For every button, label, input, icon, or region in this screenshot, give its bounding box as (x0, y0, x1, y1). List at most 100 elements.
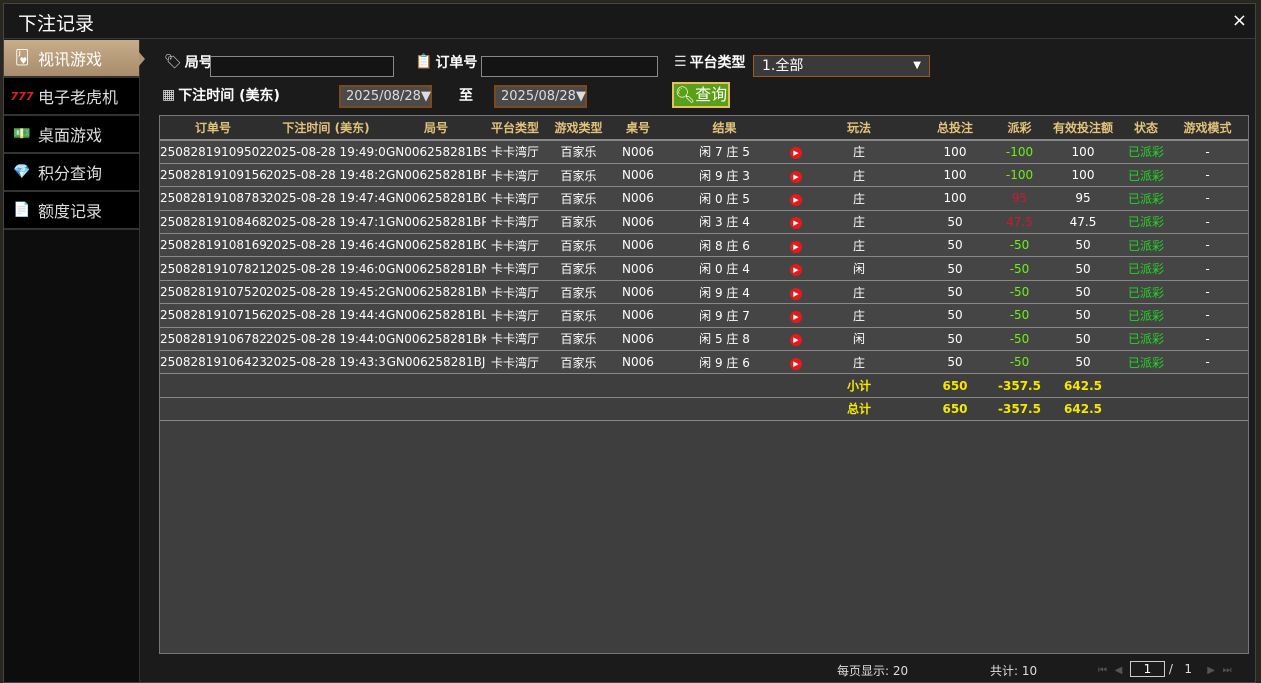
play-video-cell[interactable]: ▶ (786, 163, 806, 188)
play-icon[interactable]: ▶ (790, 357, 802, 370)
play-icon[interactable]: ▶ (790, 334, 802, 347)
column-header: 下注时间 (美东) (266, 116, 386, 141)
play-video-cell[interactable]: ▶ (786, 256, 806, 281)
page-input[interactable]: 1 (1129, 661, 1165, 677)
date-to-picker[interactable]: 2025/08/28▼ (494, 85, 587, 108)
table-cell: 闲 0 庄 5 (663, 186, 786, 211)
table-row[interactable]: 250828191087834 2025-08-28 19:47:49 GN0062… (160, 186, 1248, 211)
table-row[interactable]: 250828191081692 2025-08-28 19:46:41 GN0062… (160, 233, 1248, 258)
table-row[interactable]: 250828191071567 2025-08-28 19:44:48 GN0062… (160, 303, 1248, 328)
date-from-picker[interactable]: 2025/08/28▼ (339, 85, 432, 108)
table-cell: 闲 9 庄 6 (663, 350, 786, 375)
sidebar-item-label: 积分查询 (38, 164, 103, 183)
table-cell: 50 (912, 350, 998, 375)
play-video-cell[interactable]: ▶ (786, 280, 806, 305)
table-cell: GN006258281BK (386, 327, 486, 352)
sidebar-item-label: 电子老虎机 (38, 88, 119, 107)
empty-cell (613, 373, 663, 398)
table-row[interactable]: 250828191078217 2025-08-28 19:46:02 GN0062… (160, 256, 1248, 281)
platform-label: ☰ 平台类型 (674, 52, 746, 72)
table-row[interactable]: 250828191075209 2025-08-28 19:45:27 GN0062… (160, 280, 1248, 305)
table-cell: 百家乐 (544, 280, 613, 305)
column-header: 订单号 (160, 116, 266, 141)
table-cell: 卡卡湾厅 (486, 210, 544, 235)
empty-cell (663, 397, 786, 422)
play-icon[interactable]: ▶ (790, 240, 802, 253)
sidebar-item-2[interactable]: 💵 桌面游戏 (4, 116, 139, 154)
order-input[interactable] (481, 56, 658, 77)
column-header: 游戏类型 (544, 116, 613, 141)
table-cell: 闲 9 庄 7 (663, 303, 786, 328)
table-cell: 250828191064231 (160, 350, 266, 375)
table-cell: 已派彩 (1125, 163, 1167, 188)
table-row[interactable]: 250828191064231 2025-08-28 19:43:30 GN0062… (160, 350, 1248, 375)
empty-cell (386, 373, 486, 398)
play-video-cell[interactable]: ▶ (786, 210, 806, 235)
prev-page-icon[interactable]: ◀ (1114, 665, 1123, 676)
column-header (786, 116, 806, 141)
tag-icon: 🏷 (164, 54, 182, 70)
play-video-cell[interactable]: ▶ (786, 186, 806, 211)
round-input[interactable] (210, 56, 394, 77)
close-icon[interactable]: × (1231, 10, 1247, 31)
table-cell: 闲 (806, 256, 912, 281)
table-cell: GN006258281BN (386, 256, 486, 281)
table-cell: 卡卡湾厅 (486, 280, 544, 305)
table-cell: N006 (613, 233, 663, 258)
sidebar-item-0[interactable]: 🂻 视讯游戏 (4, 40, 145, 78)
table-cell: 100 (912, 140, 998, 164)
table-cell: 卡卡湾厅 (486, 350, 544, 375)
play-icon[interactable]: ▶ (790, 310, 802, 323)
play-video-cell[interactable]: ▶ (786, 140, 806, 164)
table-cell: 50 (912, 210, 998, 235)
table-cell: 50 (912, 280, 998, 305)
table-row[interactable]: 250828191084688 2025-08-28 19:47:14 GN0062… (160, 210, 1248, 235)
table-cell: 百家乐 (544, 327, 613, 352)
table-row[interactable]: 250828191067825 2025-08-28 19:44:09 GN0062… (160, 327, 1248, 352)
table-header: 订单号 下注时间 (美东) 局号 平台类型 游戏类型 桌号 结果 玩法 总投注 派彩 有效投注额 状态… (160, 116, 1248, 141)
column-header: 派彩 (998, 116, 1041, 141)
calendar-icon: ▦ (162, 87, 176, 103)
play-video-cell[interactable]: ▶ (786, 350, 806, 375)
sidebar-item-3[interactable]: 💎 积分查询 (4, 154, 139, 192)
table-cell: 庄 (806, 350, 912, 375)
table-cell: 闲 3 庄 4 (663, 210, 786, 235)
table-row[interactable]: 250828191091565 2025-08-28 19:48:26 GN0062… (160, 163, 1248, 188)
play-icon[interactable]: ▶ (790, 147, 802, 160)
table-cell: 50 (1041, 233, 1125, 258)
sidebar-item-1[interactable]: 777 电子老虎机 (4, 78, 139, 116)
table-cell: - (1167, 256, 1248, 281)
play-icon[interactable]: ▶ (790, 287, 802, 300)
play-video-cell[interactable]: ▶ (786, 327, 806, 352)
column-header: 桌号 (613, 116, 663, 141)
play-icon[interactable]: ▶ (790, 170, 802, 183)
table-cell: 2025-08-28 19:45:27 (266, 280, 386, 305)
first-page-icon[interactable]: ⏮ (1098, 665, 1107, 676)
date-to-value: 2025/08/28 (501, 89, 576, 104)
play-video-cell[interactable]: ▶ (786, 233, 806, 258)
empty-cell (1125, 397, 1167, 422)
table-cell: 卡卡湾厅 (486, 233, 544, 258)
play-icon[interactable]: ▶ (790, 264, 802, 277)
round-label: 🏷 局号 (164, 52, 213, 72)
query-button[interactable]: 🔍︎查询 (672, 82, 730, 108)
chevron-down-icon: ▼ (913, 60, 921, 71)
platform-select[interactable]: 1.全部 ▼ (753, 55, 930, 77)
play-icon[interactable]: ▶ (790, 193, 802, 206)
table-cell: N006 (613, 350, 663, 375)
table-cell: 2025-08-28 19:47:49 (266, 186, 386, 211)
table-cell: 已派彩 (1125, 350, 1167, 375)
total-payout: -357.5 (998, 397, 1041, 422)
table-cell: GN006258281BQ (386, 186, 486, 211)
table-row[interactable]: 250828191095025 2025-08-28 19:49:02 GN0062… (160, 140, 1248, 164)
play-video-cell[interactable]: ▶ (786, 303, 806, 328)
sidebar-item-4[interactable]: 📄 额度记录 (4, 192, 139, 230)
last-page-icon[interactable]: ⏭ (1222, 665, 1232, 676)
next-page-icon[interactable]: ▶ (1207, 665, 1215, 676)
table-cell: -50 (998, 327, 1041, 352)
play-icon[interactable]: ▶ (790, 217, 802, 230)
table-cell: 百家乐 (544, 186, 613, 211)
subtotal-total_bet: 650 (912, 373, 998, 398)
column-header: 平台类型 (486, 116, 544, 141)
table-cell: 2025-08-28 19:47:14 (266, 210, 386, 235)
